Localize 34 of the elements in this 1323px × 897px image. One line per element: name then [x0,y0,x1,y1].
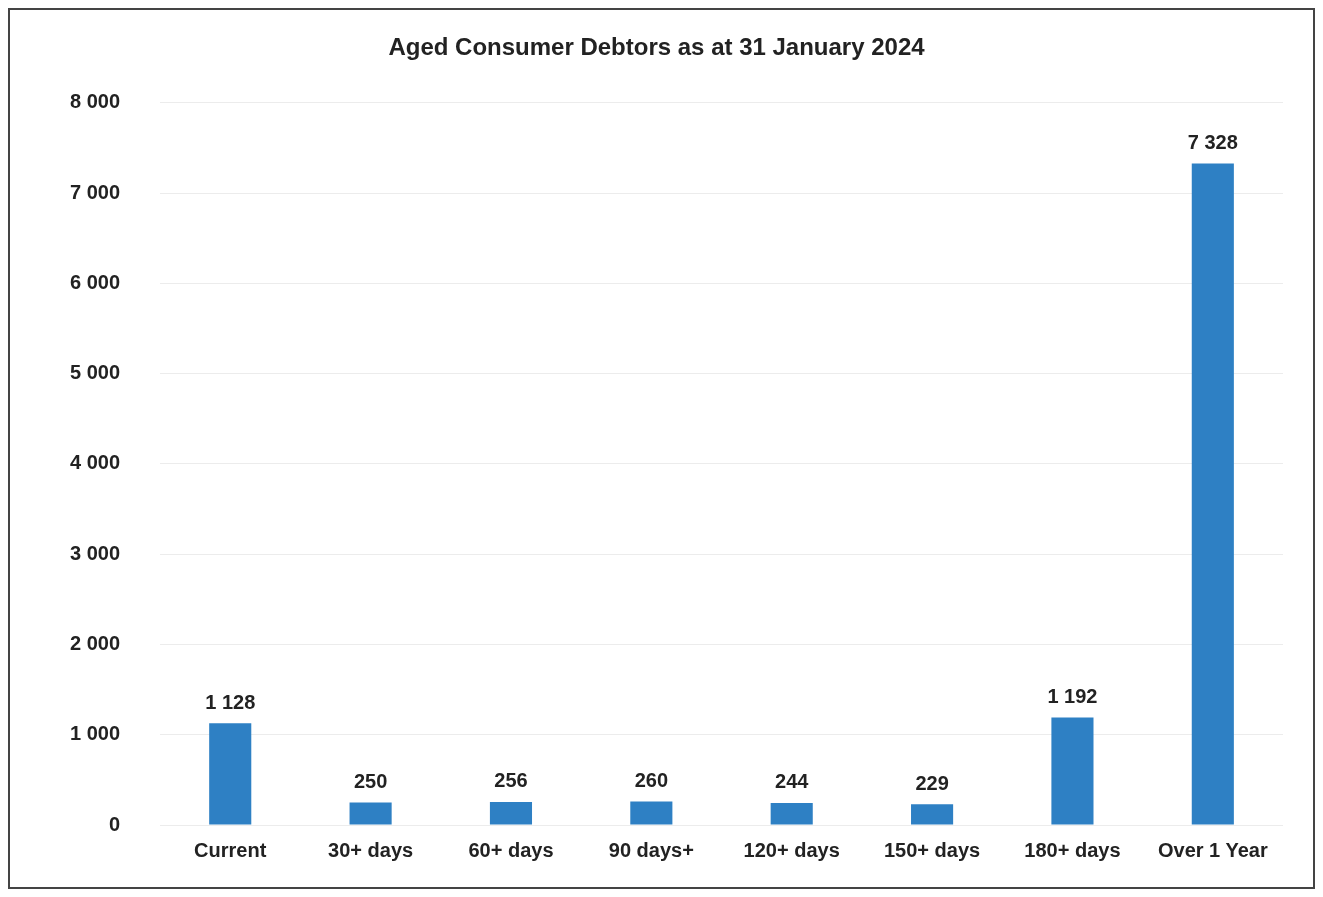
y-tick-label: 0 [108,812,121,835]
data-label: 260 [634,769,669,792]
y-tick-label: 8 000 [69,90,121,113]
y-tick-label: 7 000 [69,180,121,203]
bar [1191,163,1234,825]
chart-title: Aged Consumer Debtors as at 31 January 2024 [388,33,926,61]
data-label: 256 [494,769,528,792]
bar [770,802,813,825]
data-label: 250 [353,769,388,792]
x-tick-label: 150+ days [883,838,981,861]
bar [489,801,533,825]
y-tick-label: 4 000 [69,451,121,474]
y-tick-label: 6 000 [69,270,121,293]
y-tick-label: 5 000 [69,361,121,384]
data-label: 244 [775,770,810,793]
x-tick-label: 30+ days [328,838,414,861]
x-tick-label: Over 1 Year [1157,838,1268,861]
data-label: 229 [915,771,949,794]
bar [911,804,954,825]
bar [349,802,392,825]
bar [209,723,252,825]
x-tick-label: Current [194,838,267,861]
data-label: 7 328 [1187,130,1238,153]
x-tick-label: 90 days+ [608,838,694,861]
data-label: 1 192 [1047,684,1098,707]
y-tick-label: 2 000 [69,631,121,654]
x-tick-label: 60+ days [468,838,554,861]
y-tick-label: 1 000 [69,722,121,745]
x-tick-label: 180+ days [1024,838,1121,861]
bar [1051,717,1094,825]
data-label: 1 128 [205,690,256,713]
x-tick-label: 120+ days [743,838,840,861]
bar [630,801,673,825]
y-tick-label: 3 000 [69,541,121,564]
